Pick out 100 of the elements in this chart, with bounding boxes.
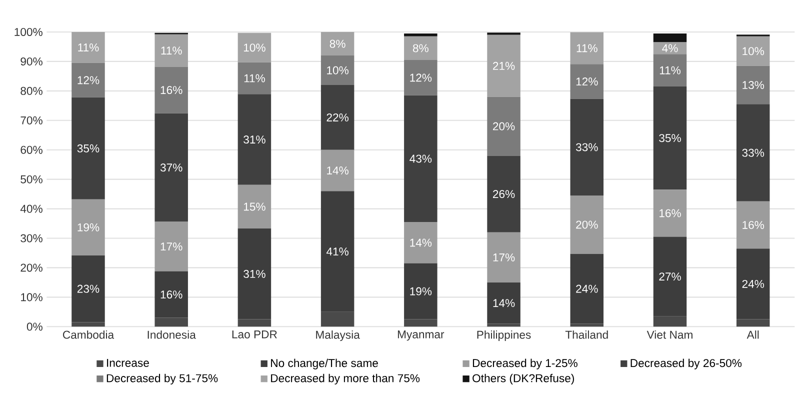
data-label: 22%	[326, 113, 348, 122]
data-label: 19%	[78, 223, 100, 232]
bar	[238, 319, 272, 327]
bar	[320, 32, 354, 56]
bar	[154, 318, 188, 327]
data-label: 31%	[244, 270, 266, 278]
bar	[72, 255, 105, 322]
legend-label: Decreased by more than 75%	[271, 374, 420, 384]
data-label: 4%	[662, 44, 678, 52]
data-label: 16%	[160, 290, 182, 299]
x-tick-label: Cambodia	[62, 330, 114, 339]
bar	[736, 104, 770, 202]
bar	[72, 97, 105, 200]
legend-label: Others (DK?Refuse)	[472, 374, 574, 384]
data-label: 35%	[77, 144, 100, 152]
bar	[320, 191, 354, 312]
data-label: 43%	[410, 154, 432, 163]
data-label: 16%	[160, 86, 182, 94]
bar	[154, 222, 188, 272]
bar	[154, 271, 188, 318]
x-tick-label: Malaysia	[316, 330, 360, 342]
bar	[487, 34, 520, 97]
data-label: 14%	[493, 299, 515, 308]
bar	[570, 324, 604, 327]
bar	[320, 85, 354, 150]
legend-label: Decreased by 26-50%	[630, 358, 742, 370]
data-label: 24%	[742, 280, 764, 288]
data-label: 12%	[78, 76, 100, 84]
bar	[320, 150, 354, 192]
data-label: 14%	[327, 166, 348, 174]
y-tick-label: 60%	[20, 146, 42, 154]
bar	[72, 199, 105, 256]
legend-label: No change/The same	[271, 358, 378, 370]
data-label: 24%	[576, 284, 598, 293]
bar	[570, 254, 604, 324]
bar	[736, 36, 770, 66]
bar	[570, 32, 604, 64]
bar	[653, 54, 687, 87]
data-label: 10%	[327, 66, 348, 74]
x-tick-label: Viet Nam	[646, 330, 692, 339]
data-label: 26%	[493, 190, 515, 198]
x-tick-label: Lao PDR	[232, 330, 277, 338]
data-label: 27%	[659, 272, 681, 281]
y-tick-label: 20%	[20, 264, 42, 272]
data-label: 41%	[326, 248, 348, 256]
bar	[736, 66, 770, 104]
y-tick-label: 70%	[20, 116, 42, 124]
bar	[487, 156, 520, 232]
y-tick-label: 80%	[20, 86, 42, 95]
bar	[404, 263, 438, 320]
data-label: 10%	[742, 47, 764, 56]
bar	[238, 94, 272, 185]
data-label: 33%	[576, 143, 598, 152]
data-label: 35%	[659, 134, 681, 142]
data-label: 11%	[161, 46, 182, 55]
x-tick-label: Thailand	[565, 330, 608, 339]
data-label: 11%	[78, 43, 99, 52]
bar	[404, 222, 438, 264]
y-tick-label: 0%	[26, 322, 42, 331]
x-tick-label: Myanmar	[398, 330, 444, 341]
x-tick-label: All	[746, 330, 759, 339]
bar	[72, 32, 105, 63]
data-label: 31%	[244, 136, 266, 144]
data-label: 11%	[576, 44, 598, 52]
bar	[320, 312, 354, 327]
y-tick-label: 40%	[20, 204, 42, 213]
data-label: 20%	[576, 220, 598, 229]
bar	[487, 324, 520, 327]
y-tick-label: 100%	[14, 28, 42, 36]
bar	[320, 56, 354, 86]
data-label: 11%	[660, 66, 681, 74]
bar	[487, 282, 520, 324]
x-tick-label: Indonesia	[148, 330, 196, 339]
bar	[487, 232, 520, 282]
bar	[238, 32, 272, 62]
legend-label: Decreased by 51-75%	[106, 374, 218, 384]
data-label: 11%	[244, 74, 265, 82]
bar	[404, 95, 438, 222]
data-label: 17%	[493, 253, 515, 262]
data-label: 23%	[77, 284, 100, 293]
bar	[570, 98, 604, 196]
data-label: 17%	[160, 242, 182, 250]
y-tick-label: 30%	[20, 234, 42, 242]
bar	[653, 86, 687, 190]
bar	[404, 319, 438, 327]
bar	[487, 96, 520, 156]
data-label: 10%	[244, 44, 266, 52]
y-tick-label: 50%	[20, 175, 42, 184]
bar	[72, 62, 105, 98]
data-label: 37%	[160, 164, 182, 172]
x-tick-label: Philippines	[477, 330, 531, 342]
bar	[736, 201, 770, 249]
data-label: 21%	[493, 62, 515, 70]
legend-label: Decreased by 1-25%	[472, 358, 578, 370]
bar	[736, 248, 770, 320]
bar	[154, 66, 188, 114]
bar	[238, 228, 272, 320]
y-tick-label: 10%	[21, 293, 42, 302]
bar	[736, 319, 770, 327]
bar	[404, 60, 438, 96]
